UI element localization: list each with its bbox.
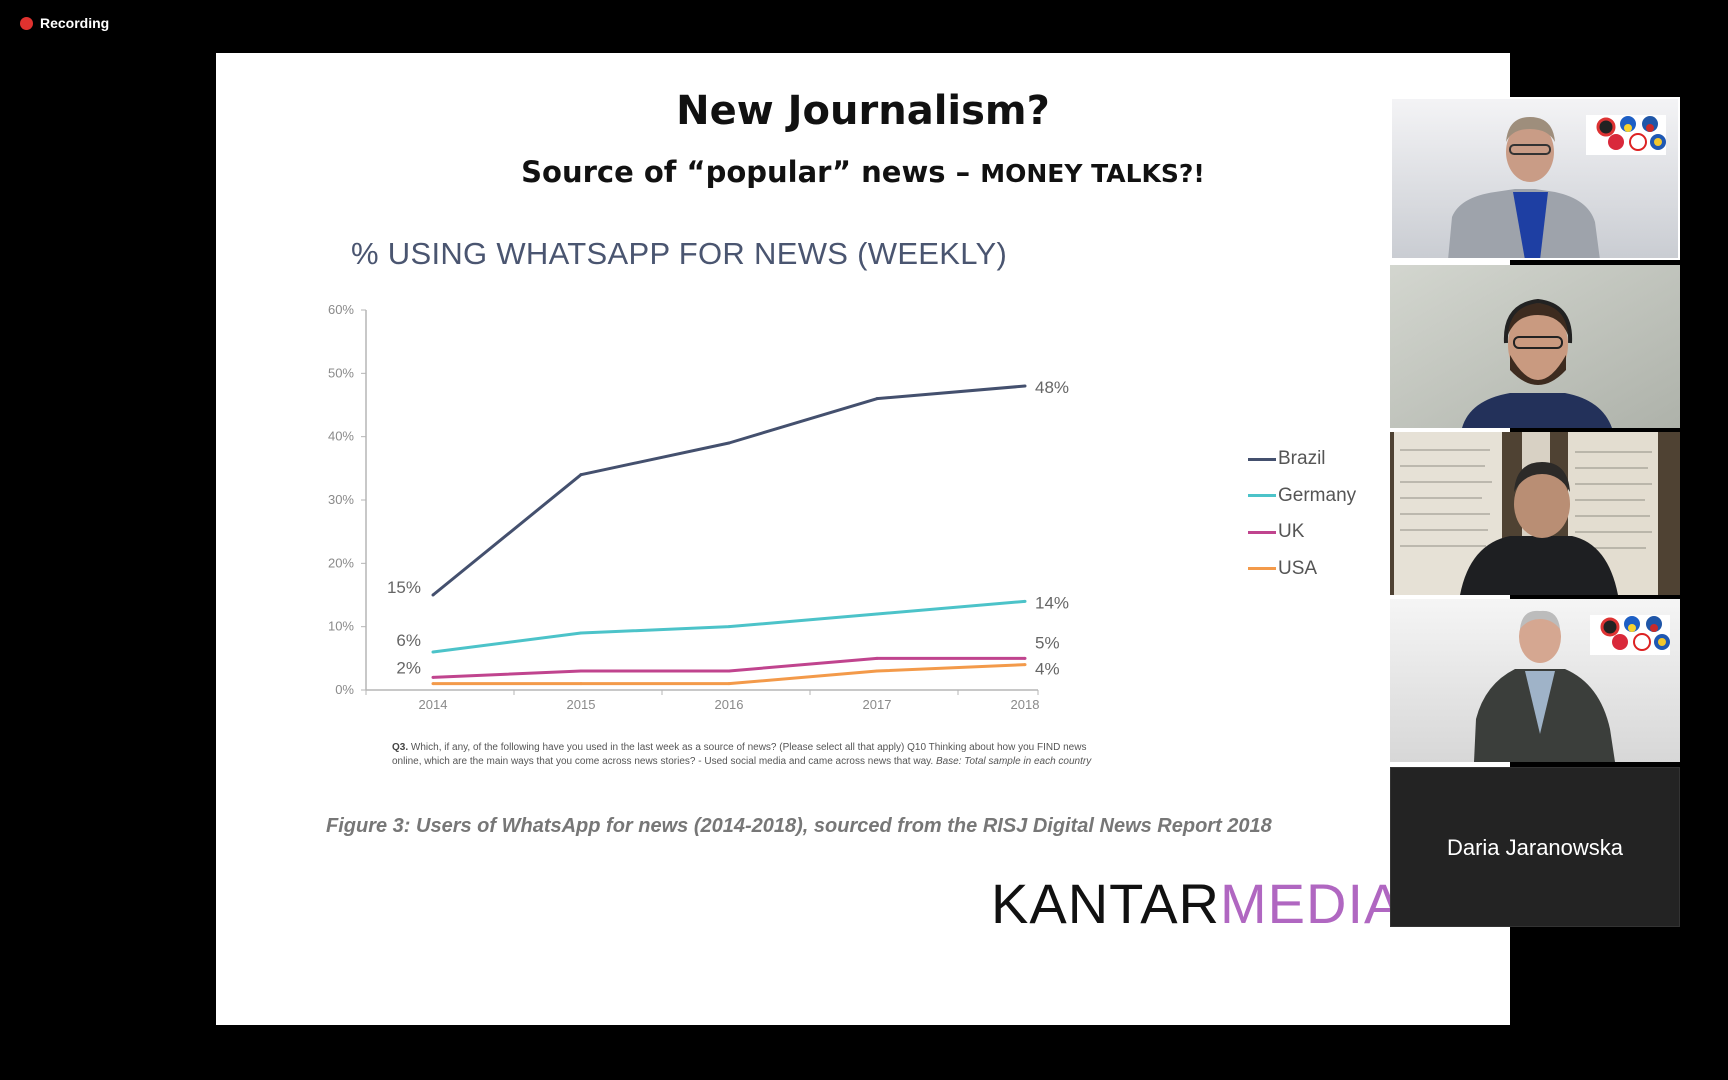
legend-item-germany: Germany [1248, 478, 1356, 515]
kantar-media-logo: KANTARMEDIA [991, 871, 1402, 936]
data-point-germany [875, 612, 879, 616]
legend-swatch-brazil [1248, 457, 1276, 461]
data-point-germany [1023, 599, 1027, 603]
data-point-brazil [579, 473, 583, 477]
data-point-brazil [875, 397, 879, 401]
recording-indicator: Recording [20, 15, 109, 31]
data-point-usa [1023, 663, 1027, 667]
data-point-usa [727, 682, 731, 686]
chart-title: % USING WHATSAPP FOR NEWS (WEEKLY) [351, 236, 1008, 271]
x-tick-label: 2017 [863, 697, 892, 712]
figure-caption: Figure 3: Users of WhatsApp for news (20… [326, 815, 1272, 837]
x-tick-label: 2018 [1011, 697, 1040, 712]
legend-swatch-germany [1248, 494, 1276, 498]
data-point-uk [1023, 656, 1027, 660]
x-tick-label: 2016 [715, 697, 744, 712]
participant-video-1[interactable] [1390, 97, 1680, 260]
legend-item-brazil: Brazil [1248, 441, 1356, 478]
logo-kantar-text: KANTAR [991, 872, 1220, 935]
legend-item-uk: UK [1248, 514, 1356, 551]
subtitle-caps: MONEY TALKS?! [980, 159, 1205, 188]
legend-swatch-usa [1248, 567, 1276, 571]
participant-tile-name-only[interactable]: Daria Jaranowska [1390, 767, 1680, 927]
footnote-text: Which, if any, of the following have you… [392, 742, 1087, 767]
participant-video-2[interactable] [1390, 265, 1680, 428]
data-point-uk [875, 656, 879, 660]
data-point-brazil [727, 441, 731, 445]
subtitle-main: Source of “popular” news – [521, 155, 981, 189]
participant-4-video-feed [1390, 599, 1680, 762]
y-tick-label: 60% [328, 302, 354, 317]
footnote-question: Q3. [392, 742, 409, 753]
x-tick-label: 2014 [419, 697, 448, 712]
data-label-germany-start: 6% [396, 631, 421, 650]
data-point-usa [431, 682, 435, 686]
y-tick-label: 0% [335, 682, 354, 697]
participant-video-4[interactable] [1390, 599, 1680, 762]
data-point-uk [727, 669, 731, 673]
participant-2-video-feed [1390, 265, 1680, 428]
chart-legend: Brazil Germany UK USA [1248, 441, 1356, 587]
data-point-germany [579, 631, 583, 635]
data-label-brazil-start: 15% [387, 578, 421, 597]
record-dot-icon [20, 16, 33, 30]
data-label-uk-start: 2% [396, 658, 421, 677]
data-label-germany-end: 14% [1035, 593, 1069, 612]
shared-slide: New Journalism? Source of “popular” news… [216, 53, 1510, 1025]
data-label-brazil-end: 48% [1035, 378, 1069, 397]
slide-subtitle: Source of “popular” news – MONEY TALKS?! [216, 155, 1510, 189]
participant-name: Daria Jaranowska [1446, 835, 1624, 860]
data-point-usa [579, 682, 583, 686]
legend-label-germany: Germany [1278, 484, 1357, 506]
y-tick-label: 40% [328, 429, 354, 444]
x-tick-label: 2015 [567, 697, 596, 712]
participant-video-3[interactable] [1390, 432, 1680, 595]
data-point-usa [875, 669, 879, 673]
data-label-uk-end: 5% [1035, 633, 1060, 652]
line-chart: 0% 10% 20% 30% 40% 50% 60% 2014 2015 2016 2017 2018… [328, 302, 1069, 712]
data-point-uk [579, 669, 583, 673]
legend-swatch-uk [1248, 530, 1276, 534]
data-point-brazil [431, 593, 435, 597]
y-tick-label: 50% [328, 365, 354, 380]
y-tick-label: 30% [328, 492, 354, 507]
logo-media-text: MEDIA [1220, 872, 1403, 935]
footnote-base: Base: Total sample in each country [935, 756, 1092, 767]
data-point-germany [431, 650, 435, 654]
data-point-germany [727, 625, 731, 629]
data-point-brazil [1023, 384, 1027, 388]
data-point-uk [431, 675, 435, 679]
recording-label: Recording [40, 15, 110, 31]
legend-label-brazil: Brazil [1278, 448, 1326, 470]
slide-title: New Journalism? [676, 88, 1050, 134]
chart-footnote: Q3. Which, if any, of the following have… [392, 741, 1092, 769]
participant-1-video-feed [1390, 97, 1680, 260]
legend-label-usa: USA [1278, 557, 1318, 579]
y-tick-label: 10% [328, 619, 354, 634]
legend-item-usa: USA [1248, 551, 1356, 588]
participant-3-video-feed [1390, 432, 1680, 595]
y-tick-label: 20% [328, 555, 354, 570]
data-label-usa-end: 4% [1035, 660, 1060, 679]
series-line-brazil [432, 384, 1026, 597]
legend-label-uk: UK [1278, 521, 1305, 543]
